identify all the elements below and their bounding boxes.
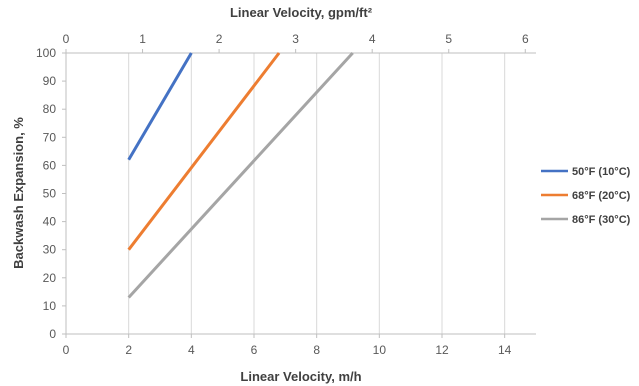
x-tick-label: 10 [373, 343, 387, 357]
series-line-2 [127, 52, 281, 251]
series-line-3 [127, 51, 354, 299]
x-tick-label: 4 [188, 343, 195, 357]
y-tick-label: 50 [43, 187, 57, 201]
y-tick-label: 70 [43, 130, 57, 144]
y-axis-title: Backwash Expansion, % [11, 117, 26, 269]
y-tick-label: 30 [43, 243, 57, 257]
x2-tick-label: 1 [139, 32, 146, 46]
x2-axis-title: Linear Velocity, gpm/ft² [230, 5, 373, 20]
x-tick-label: 0 [63, 343, 70, 357]
series-line-1 [127, 52, 193, 161]
y-tick-label: 80 [43, 102, 57, 116]
x2-tick-label: 0 [63, 32, 70, 46]
legend-label-3: 86°F (30°C) [572, 214, 631, 226]
x-tick-label: 14 [498, 343, 512, 357]
x2-tick-label: 4 [369, 32, 376, 46]
x-tick-label: 6 [251, 343, 258, 357]
axes [62, 49, 536, 338]
legend-label-1: 50°F (10°C) [572, 166, 631, 178]
legend-label-2: 68°F (20°C) [572, 190, 631, 202]
x-tick-label: 8 [313, 343, 320, 357]
gridlines [128, 53, 506, 334]
y-tick-label: 90 [43, 74, 57, 88]
y-tick-label: 20 [43, 271, 57, 285]
y-tick-label: 0 [49, 327, 56, 341]
x-axis-title: Linear Velocity, m/h [240, 369, 361, 384]
y-tick-label: 100 [36, 46, 56, 60]
x2-tick-label: 6 [522, 32, 529, 46]
y-tick-label: 40 [43, 215, 57, 229]
x2-tick-label: 2 [216, 32, 223, 46]
legend: 50°F (10°C) 68°F (20°C) 86°F (30°C) [541, 166, 631, 226]
y-tick-label: 60 [43, 158, 57, 172]
y-tick-label: 10 [43, 299, 57, 313]
x2-tick-label: 5 [445, 32, 452, 46]
series-layer [127, 51, 354, 299]
x-tick-label: 12 [435, 343, 449, 357]
x2-tick-label: 3 [292, 32, 299, 46]
x-tick-label: 2 [125, 343, 132, 357]
